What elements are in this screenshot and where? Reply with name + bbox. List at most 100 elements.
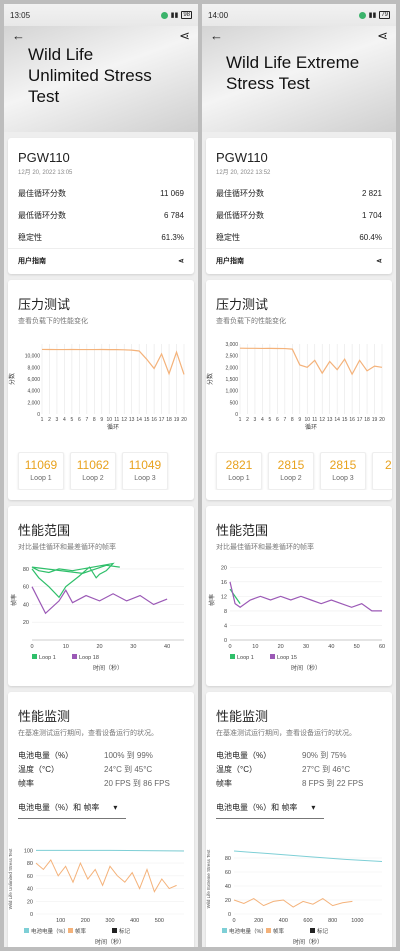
user-guide-link[interactable]: 用户指南 <box>216 258 244 265</box>
battery-icon: 98 <box>181 11 192 19</box>
share-icon[interactable]: ⋖ <box>179 28 190 43</box>
x-axis-label: 时间（秒） <box>95 938 125 946</box>
loop-score-tile[interactable]: 11069 Loop 1 <box>18 452 64 490</box>
hero-banner: ← ⋖ Wild Life Extreme Stress Test <box>202 26 396 132</box>
x-axis-label: 循环 <box>107 423 119 431</box>
monitor-title: 性能监测 <box>216 709 269 724</box>
x-tick-label: 10 <box>304 417 310 423</box>
y-tick-label: 2,000 <box>27 400 40 406</box>
x-tick-label: 15 <box>342 417 348 423</box>
x-tick-label: 18 <box>364 417 370 423</box>
x-tick-label: 800 <box>328 918 337 924</box>
x-tick-label: 1000 <box>351 918 363 924</box>
clock: 13:05 <box>10 10 31 20</box>
y-tick-label: 100 <box>24 848 33 854</box>
stress-title: 压力测试 <box>18 297 71 312</box>
fps-label: 帧率 <box>216 778 232 788</box>
y-tick-label: 500 <box>230 400 239 406</box>
metric-dropdown[interactable]: 电池电量（%）和 帧率 ▾ <box>216 802 324 819</box>
loop-score-tile[interactable]: 2815 Loop 3 <box>320 452 366 490</box>
legend-label: 电池电量（%） <box>229 927 267 935</box>
loop-score-value: 2815 <box>329 458 357 472</box>
battery-value: 100% 到 99% <box>104 750 153 760</box>
y-tick-label: 40 <box>27 887 33 893</box>
loop-score-tile[interactable]: 11049 Loop 3 <box>122 452 168 490</box>
hero-banner: ← ⋖ Wild Life Unlimited Stress Test <box>4 26 198 132</box>
x-tick-label: 6 <box>276 417 279 423</box>
y-tick-label: 1,500 <box>225 377 238 383</box>
y-tick-label: 60 <box>225 870 231 876</box>
loop-label: Loop 1 <box>228 475 250 482</box>
fps-series-line <box>31 562 120 599</box>
device-card: PGW110 12月 20, 2022 13:05 最佳循环分数 11 069 最… <box>8 138 194 274</box>
legend-label: 标记 <box>119 927 131 935</box>
share-icon[interactable]: ⋖ <box>377 28 388 43</box>
temperature-label: 温度（°C） <box>18 764 59 774</box>
x-tick-label: 20 <box>278 644 284 650</box>
y-tick-label: 12 <box>221 594 227 600</box>
monitor-series-line <box>35 858 177 893</box>
loop-scores[interactable]: 11069 Loop 1 11062 Loop 2 11049 Loop 3 <box>8 452 194 490</box>
left-phone-screen: 13:05 ▮▮ 98 ← ⋖ Wild Life Unlimited Stress T… <box>4 4 198 947</box>
y-tick-label: 8,000 <box>27 365 40 371</box>
x-tick-label: 1 <box>41 417 44 423</box>
temperature-value: 27°C 到 46°C <box>302 764 351 774</box>
back-arrow-icon[interactable]: ← <box>12 28 25 43</box>
x-tick-label: 10 <box>252 644 258 650</box>
y-tick-label: 80 <box>23 567 29 573</box>
metric-dropdown[interactable]: 电池电量（%）和 帧率 ▾ <box>18 802 126 819</box>
y-axis-label: 分数 <box>8 373 16 385</box>
x-tick-label: 8 <box>291 417 294 423</box>
worst-loop-label: 最低循环分数 <box>18 210 66 220</box>
x-tick-label: 13 <box>129 417 135 423</box>
x-tick-label: 200 <box>254 918 263 924</box>
loop-score-tile[interactable]: 2821 Loop 1 <box>216 452 262 490</box>
device-name: PGW110 <box>18 150 70 165</box>
best-loop-label: 最佳循环分数 <box>216 188 264 198</box>
stability-label: 稳定性 <box>216 232 240 242</box>
back-arrow-icon[interactable]: ← <box>210 28 223 43</box>
monitor-series-line <box>36 849 185 852</box>
loop-label: Loop 1 <box>30 475 52 482</box>
legend-swatch <box>24 928 29 933</box>
x-tick-label: 200 <box>81 918 90 924</box>
share-icon[interactable]: ⋖ <box>178 258 184 265</box>
fps-value: 20 FPS 到 86 FPS <box>104 778 170 788</box>
loop-score-tile[interactable]: 2815 Loop 2 <box>268 452 314 490</box>
x-tick-label: 5 <box>269 417 272 423</box>
monitor-subtitle: 在基准测试运行期间，查看设备运行的状况。 <box>18 730 158 737</box>
x-tick-label: 7 <box>85 417 88 423</box>
legend-label: 帧率 <box>75 927 87 935</box>
legend-label: Loop 1 <box>237 655 254 661</box>
legend-label: 电池电量（%） <box>31 927 69 935</box>
x-tick-label: 9 <box>298 417 301 423</box>
y-tick-label: 0 <box>224 638 227 644</box>
best-loop-score: 2 821 <box>361 188 382 198</box>
battery-icon: 79 <box>379 11 390 19</box>
battery-value: 90% 到 75% <box>302 750 347 760</box>
temperature-label: 温度（°C） <box>216 764 257 774</box>
share-icon[interactable]: ⋖ <box>376 258 382 265</box>
x-tick-label: 16 <box>151 417 157 423</box>
x-tick-label: 18 <box>166 417 172 423</box>
loop-score-tile[interactable]: 11062 Loop 2 <box>70 452 116 490</box>
legend-swatch <box>72 654 77 659</box>
x-tick-label: 60 <box>379 644 385 650</box>
y-tick-label: 8 <box>224 609 227 615</box>
performance-monitor-card: 性能监测 在基准测试运行期间，查看设备运行的状况。 电池电量（%） 100% 到 … <box>8 692 194 947</box>
legend-swatch <box>270 654 275 659</box>
x-axis-label: 时间（秒） <box>93 664 123 672</box>
user-guide-link[interactable]: 用户指南 <box>18 258 46 265</box>
x-tick-label: 6 <box>78 417 81 423</box>
legend-swatch <box>266 928 271 933</box>
x-tick-label: 20 <box>379 417 385 423</box>
loop-score-tile[interactable]: 281 <box>372 452 392 490</box>
x-tick-label: 30 <box>303 644 309 650</box>
stress-subtitle: 查看负载下的性能变化 <box>18 318 88 325</box>
monitor-title: 性能监测 <box>18 709 71 724</box>
y-tick-label: 20 <box>221 565 227 571</box>
x-tick-label: 11 <box>114 417 119 423</box>
range-subtitle: 对比最佳循环和最差循环的帧率 <box>18 544 116 551</box>
loop-scores[interactable]: 2821 Loop 1 2815 Loop 2 2815 Loop 3 281 <box>206 452 392 490</box>
loop-score-value: 11069 <box>24 458 58 472</box>
